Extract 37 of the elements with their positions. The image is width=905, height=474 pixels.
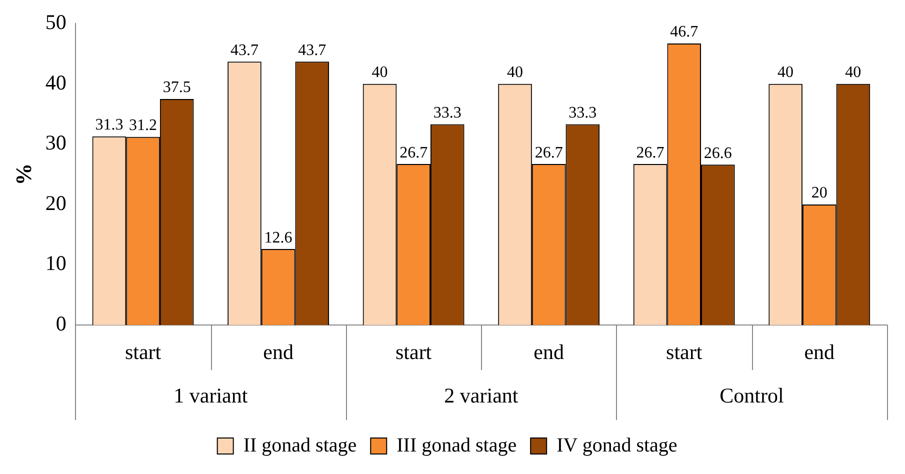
data-label: 12.6 xyxy=(264,229,292,246)
y-tick-label: 30 xyxy=(45,130,66,155)
data-label: 43.7 xyxy=(230,42,258,59)
data-label: 43.7 xyxy=(298,42,326,59)
text: 1 variant xyxy=(174,384,248,408)
data-label: 26.7 xyxy=(534,144,563,162)
x-tick-label: end xyxy=(263,340,294,364)
y-axis-title: % xyxy=(10,163,36,186)
y-tick-label: 40 xyxy=(45,70,66,94)
legend-label: III gonad stage xyxy=(396,434,517,456)
data-label: 26.7 xyxy=(400,144,428,162)
legend-label: IV gonad stage xyxy=(556,434,678,456)
data-label: 33.3 xyxy=(568,104,597,122)
x-tick-label: start xyxy=(395,340,432,364)
legend-label: II gonad stage xyxy=(243,434,357,456)
x-tick-label: end xyxy=(534,340,564,364)
y-tick-label: 20 xyxy=(45,190,66,215)
data-label: 40 xyxy=(778,64,794,82)
x-tick-label: start xyxy=(666,340,702,364)
text: Control xyxy=(720,384,784,408)
data-label: 26.7 xyxy=(636,144,664,162)
data-label: 37.5 xyxy=(162,79,191,96)
data-label: 31.3 xyxy=(95,116,124,134)
data-label: 26.6 xyxy=(704,144,732,162)
data-label: 40 xyxy=(507,64,524,82)
data-label: 40 xyxy=(845,64,862,82)
data-label: 46.7 xyxy=(670,24,698,41)
data-label: 31.2 xyxy=(129,117,158,134)
data-label: 20 xyxy=(811,184,828,202)
x-tick-label: start xyxy=(124,340,162,364)
y-tick-label: 10 xyxy=(45,251,66,276)
data-label: 33.3 xyxy=(433,104,462,122)
data-label: 40 xyxy=(372,64,388,82)
y-tick-label: 50 xyxy=(45,10,66,34)
text: 2 variant xyxy=(444,384,518,408)
y-tick-label: 0 xyxy=(56,312,66,336)
x-tick-label: end xyxy=(804,340,836,364)
